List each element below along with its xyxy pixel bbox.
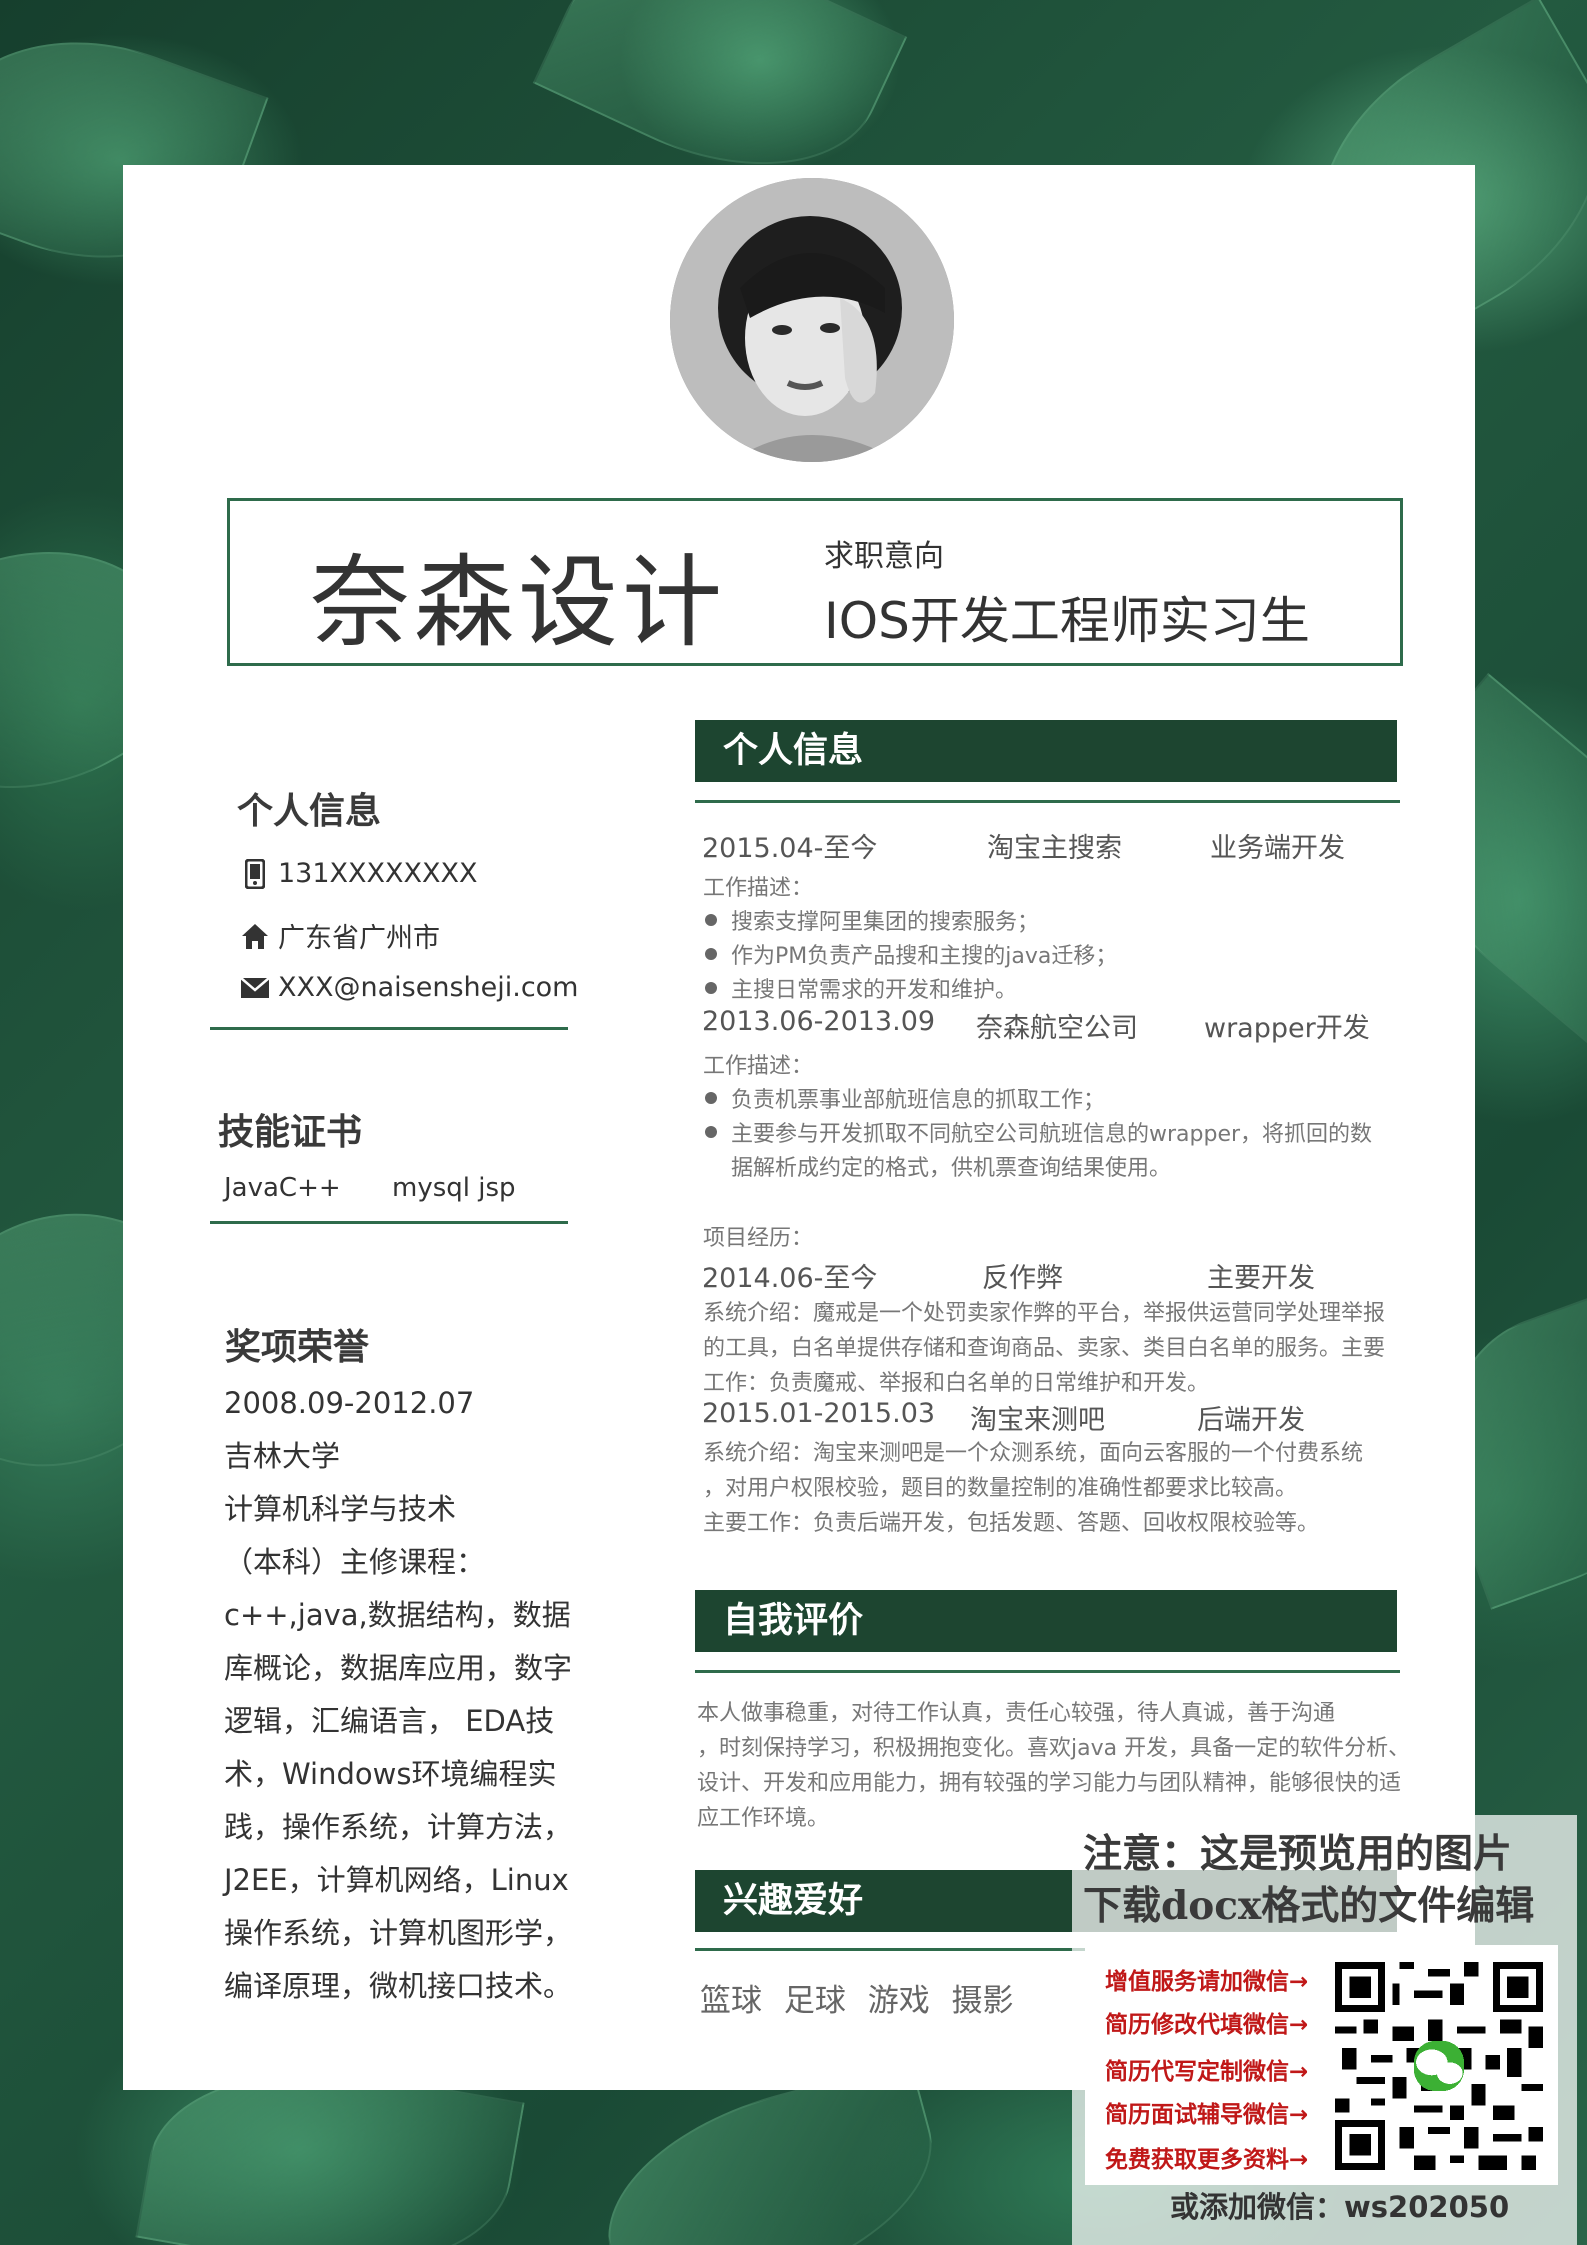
- section-bar-experience: 个人信息: [695, 720, 1397, 782]
- project-2-line: ，对用户权限校验，题目的数量控制的准确性都要求比较高。: [703, 1476, 1298, 1501]
- awards-line: 编译原理，微机接口技术。: [224, 1969, 573, 2003]
- job-1-row: 2015.04-至今 淘宝主搜索 业务端开发: [702, 826, 1402, 864]
- project-1-role: 主要开发: [1207, 1263, 1315, 1294]
- name-header-box: 奈森设计 求职意向 IOS开发工程师实习生: [227, 498, 1403, 666]
- phone-icon: [238, 858, 272, 889]
- job-2-row: 2013.06-2013.09 奈森航空公司 wrapper开发: [702, 1006, 1402, 1044]
- job-1-bullet: 作为PM负责产品搜和主搜的java迁移；: [703, 938, 1117, 970]
- self-eval-divider: [695, 1670, 1400, 1673]
- service-item: 简历代写定制微信→: [1105, 2059, 1309, 2085]
- skill-mysql-jsp: mysql jsp: [392, 1173, 516, 1203]
- awards-line: 操作系统，计算机图形学，: [224, 1916, 573, 1950]
- job-2-company: 奈森航空公司: [976, 1013, 1138, 1044]
- awards-line: 库概论，数据库应用，数字: [224, 1651, 573, 1685]
- mail-icon: [238, 973, 272, 1003]
- project-1-row: 2014.06-至今 反作弊 主要开发: [702, 1256, 1402, 1294]
- section-bar-self-evaluation: 自我评价: [695, 1590, 1397, 1652]
- projects-label: 项目经历：: [703, 1226, 814, 1251]
- project-2-role: 后端开发: [1197, 1405, 1305, 1436]
- job-1-role: 业务端开发: [1210, 833, 1345, 864]
- self-eval-line: ，时刻保持学习，积极拥抱变化。喜欢java 开发，具备一定的软件分析、: [697, 1736, 1411, 1761]
- project-1-line: 的工具，白名单提供存储和查询商品、卖家、类目白名单的服务。主要: [703, 1336, 1386, 1361]
- awards-section-title: 奖项荣誉: [225, 1327, 370, 1368]
- awards-line: （本科）主修课程：: [224, 1545, 486, 1579]
- awards-line: 逻辑，汇编语言， EDA技: [224, 1704, 555, 1738]
- preview-notice-line: 注意：这是预览用的图片: [1083, 1831, 1513, 1877]
- project-2-description: 系统介绍：淘宝来测吧是一个众测系统，面向云客服的一个付费系统 ，对用户权限校验，…: [703, 1436, 1363, 1541]
- project-2-date: 2015.01-2015.03: [702, 1398, 936, 1429]
- wechat-id-line: 或添加微信：ws202050: [1170, 2190, 1510, 2224]
- experience-divider: [695, 800, 1400, 803]
- candidate-name: 奈森设计: [310, 544, 726, 661]
- awards-line: 术，Windows环境编程实: [224, 1757, 557, 1791]
- project-1-description: 系统介绍：魔戒是一个处罚卖家作弊的平台，举报供运营同学处理举报 的工具，白名单提…: [703, 1296, 1385, 1401]
- job-1-company: 淘宝主搜索: [987, 833, 1122, 864]
- job-2-desc-label: 工作描述：: [703, 1054, 814, 1079]
- project-1-date: 2014.06-至今: [702, 1263, 878, 1294]
- contact-email: XXX@naisensheji.com: [238, 972, 578, 1003]
- job-1-bullet: 主搜日常需求的开发和维护。: [703, 972, 1017, 1004]
- address-value: 广东省广州市: [278, 923, 440, 954]
- project-2-row: 2015.01-2015.03 淘宝来测吧 后端开发: [702, 1398, 1402, 1436]
- wechat-qr-code: [1335, 1962, 1543, 2170]
- awards-line: 计算机科学与技术: [224, 1492, 457, 1526]
- project-1-name: 反作弊: [982, 1263, 1063, 1294]
- contact-section-title: 个人信息: [237, 791, 382, 832]
- project-2-name: 淘宝来测吧: [970, 1405, 1105, 1436]
- job-1-bullet: 搜索支撑阿里集团的搜索服务；: [703, 904, 1039, 936]
- job-2-date: 2013.06-2013.09: [702, 1006, 936, 1037]
- contact-phone: 131XXXXXXXX: [238, 858, 478, 889]
- self-eval-line: 设计、开发和应用能力，拥有较强的学习能力与团队精神，能够很快的适: [697, 1771, 1402, 1796]
- service-item: 简历面试辅导微信→: [1105, 2102, 1309, 2128]
- awards-line: 吉林大学: [224, 1439, 341, 1473]
- job-2-bullet: 主要参与开发抓取不同航空公司航班信息的wrapper，将抓回的数: [703, 1116, 1372, 1148]
- project-2-line: 主要工作：负责后端开发，包括发题、答题、回收权限校验等。: [703, 1511, 1320, 1536]
- resume-paper: [123, 165, 1475, 2090]
- email-value: XXX@naisensheji.com: [278, 972, 579, 1003]
- hobbies-list: 篮球 足球 游戏 摄影: [700, 1983, 1014, 2019]
- job-1-desc-label: 工作描述：: [703, 876, 814, 901]
- skill-java-cpp: JavaC++: [224, 1173, 341, 1203]
- preview-notice-line: 下载docx格式的文件编辑: [1083, 1883, 1535, 1929]
- preview-notice: 注意：这是预览用的图片 下载docx格式的文件编辑: [1083, 1828, 1534, 1932]
- hobbies-divider: [695, 1948, 1400, 1951]
- awards-line: J2EE，计算机网络，Linux: [224, 1863, 569, 1897]
- contact-divider: [210, 1027, 568, 1030]
- awards-content: 2008.09-2012.07 吉林大学 计算机科学与技术 （本科）主修课程： …: [224, 1377, 584, 2013]
- self-evaluation-text: 本人做事稳重，对待工作认真，责任心较强，待人真诚，善于沟通 ，时刻保持学习，积极…: [697, 1696, 1410, 1836]
- phone-value: 131XXXXXXXX: [278, 858, 478, 889]
- job-2-bullet-continued: 据解析成约定的格式，供机票查询结果使用。: [731, 1156, 1172, 1181]
- project-1-line: 系统介绍：魔戒是一个处罚卖家作弊的平台，举报供运营同学处理举报: [703, 1301, 1386, 1326]
- awards-line: 2008.09-2012.07: [224, 1386, 475, 1420]
- project-2-line: 系统介绍：淘宝来测吧是一个众测系统，面向云客服的一个付费系统: [703, 1441, 1364, 1466]
- service-item: 简历修改代填微信→: [1105, 2012, 1309, 2038]
- job-2-bullet: 负责机票事业部航班信息的抓取工作；: [703, 1082, 1105, 1114]
- service-item: 免费获取更多资料→: [1105, 2147, 1309, 2173]
- job-1-date: 2015.04-至今: [702, 833, 878, 864]
- awards-line: c++,java,数据结构，数据: [224, 1598, 571, 1632]
- home-icon: [238, 921, 272, 951]
- project-1-line: 工作：负责魔戒、举报和白名单的日常维护和开发。: [703, 1371, 1210, 1396]
- contact-address: 广东省广州市: [238, 916, 440, 955]
- job-2-role: wrapper开发: [1204, 1013, 1370, 1044]
- skills-divider: [210, 1221, 568, 1224]
- service-item: 增值服务请加微信→: [1105, 1969, 1309, 1995]
- profile-photo: [670, 178, 954, 462]
- job-intent-label: 求职意向: [824, 539, 944, 574]
- self-eval-line: 本人做事稳重，对待工作认真，责任心较强，待人真诚，善于沟通: [697, 1701, 1336, 1726]
- awards-line: 践，操作系统，计算方法，: [224, 1810, 573, 1844]
- skills-section-title: 技能证书: [218, 1112, 363, 1153]
- job-intent-value: IOS开发工程师实习生: [824, 592, 1310, 650]
- self-eval-line: 应工作环境。: [697, 1806, 830, 1831]
